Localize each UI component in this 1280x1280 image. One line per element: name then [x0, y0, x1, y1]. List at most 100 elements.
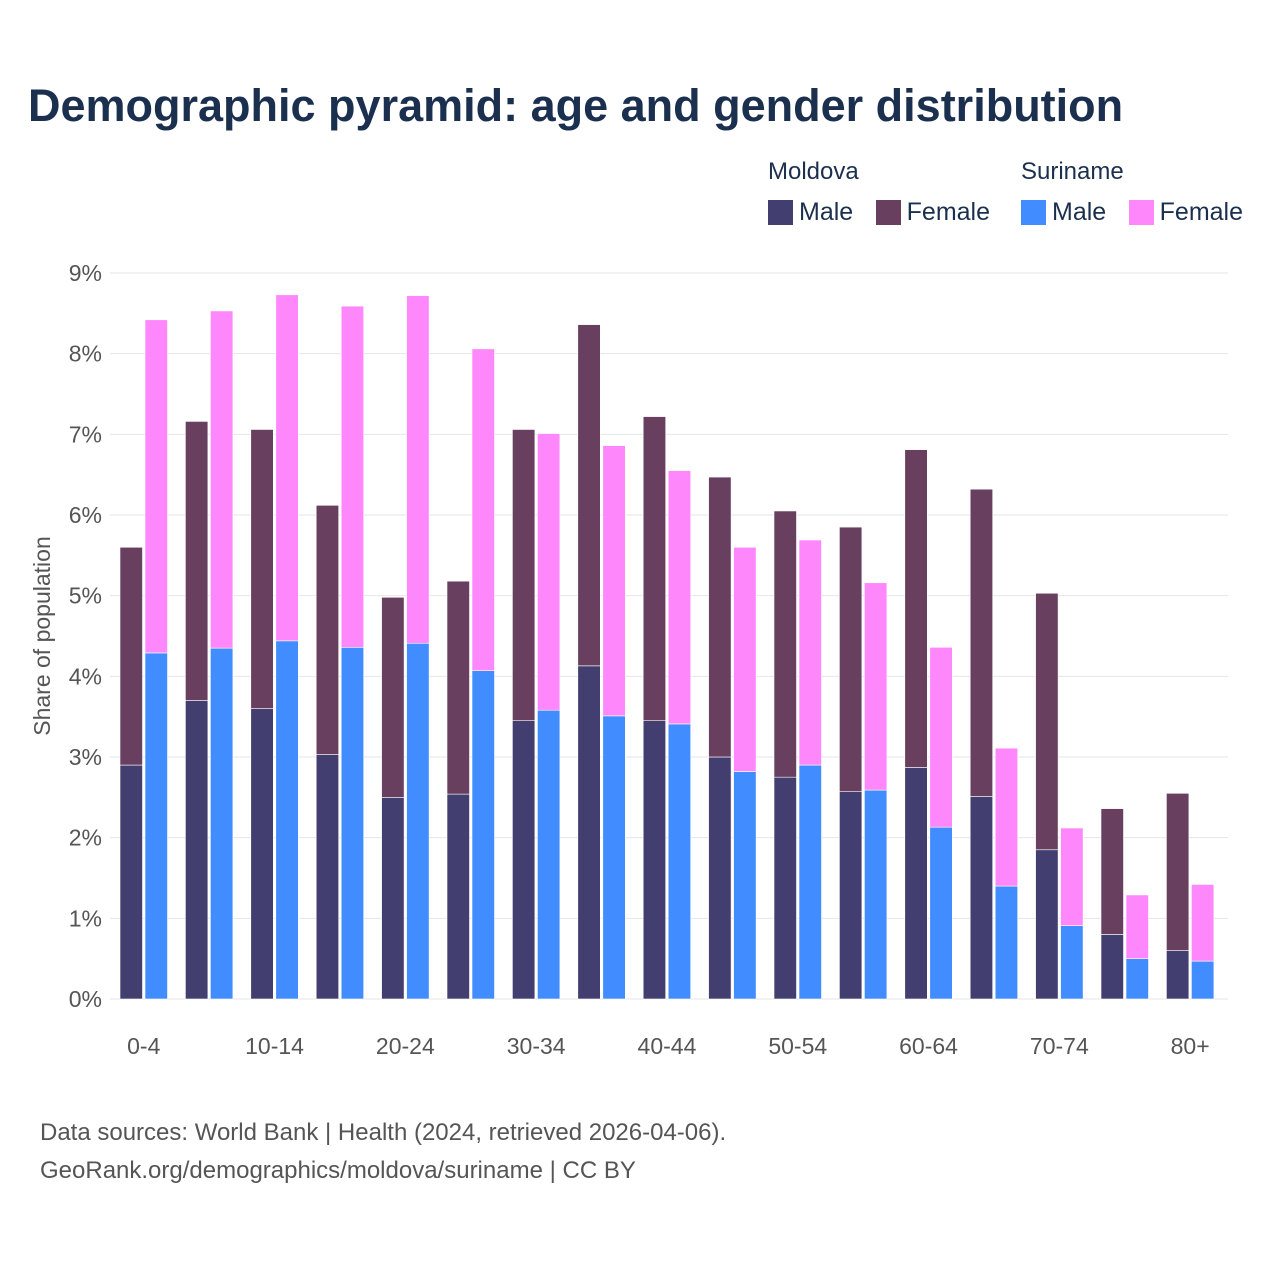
legend-item-label: Female — [906, 198, 991, 226]
bar-moldova-male-65-69[interactable]: Moldova Male 65-69: 2.51% — [969, 796, 994, 1000]
bar-suriname-male-15-19[interactable]: Suriname Male 15-19: 4.36% — [340, 646, 365, 1000]
bar-moldova-female-20-24[interactable]: Moldova Female 20-24: 2.48% — [381, 596, 405, 798]
bar-moldova-male-15-19[interactable]: Moldova Male 15-19: 3.03% — [315, 754, 340, 1000]
bar-suriname-male-75-79[interactable]: Suriname Male 75-79: 0.5% — [1125, 958, 1149, 1000]
source-url[interactable]: GeoRank.org/demographics/moldova/surinam… — [40, 1157, 636, 1184]
legend-item-moldova-male[interactable]: Male — [768, 198, 853, 227]
bar-moldova-male-40-44[interactable]: Moldova Male 40-44: 3.45% — [642, 720, 667, 1000]
bar-suriname-male-30-34[interactable]: Suriname Male 30-34: 3.58% — [537, 709, 561, 1000]
bar-moldova-female-45-49[interactable]: Moldova Female 45-49: 3.47% — [708, 476, 732, 758]
y-tick-label: 3% — [69, 744, 102, 770]
bar-suriname-male-40-44[interactable]: Suriname Male 40-44: 3.41% — [667, 723, 692, 1000]
bar-moldova-male-0-4[interactable]: Moldova Male 0-4: 2.9% — [119, 764, 143, 1000]
bar-suriname-male-0-4[interactable]: Suriname Male 0-4: 4.29% — [144, 652, 168, 1000]
bar-moldova-female-15-19[interactable]: Moldova Female 15-19: 3.09% — [315, 505, 340, 755]
bar-suriname-female-30-34[interactable]: Suriname Female 30-34: 3.43% — [537, 433, 561, 711]
bar-suriname-male-35-39[interactable]: Suriname Male 35-39: 3.51% — [602, 715, 626, 1000]
bar-moldova-male-50-54[interactable]: Moldova Male 50-54: 2.75% — [773, 776, 797, 1000]
bar-suriname-female-15-19[interactable]: Suriname Female 15-19: 4.23% — [340, 305, 365, 648]
x-tick-label: 70-74 — [1030, 1033, 1089, 1059]
legend-item-suriname-male[interactable]: Male — [1021, 198, 1106, 227]
bar-moldova-female-40-44[interactable]: Moldova Female 40-44: 3.77% — [642, 416, 667, 722]
x-tick-label: 0-4 — [127, 1033, 160, 1059]
bar-moldova-male-55-59[interactable]: Moldova Male 55-59: 2.57% — [839, 791, 863, 1000]
legend-item-suriname-female[interactable]: Female — [1128, 198, 1244, 227]
x-axis-ticks: 0-4 10-14 20-24 30-34 40-44 50-54 60-64 70-74 80… — [127, 1033, 1210, 1059]
bar-suriname-male-50-54[interactable]: Suriname Male 50-54: 2.9% — [798, 764, 822, 1000]
legend-item-moldova-female[interactable]: Female — [875, 198, 991, 227]
bar-moldova-male-70-74[interactable]: Moldova Male 70-74: 1.85% — [1035, 849, 1059, 1000]
bar-suriname-female-45-49[interactable]: Suriname Female 45-49: 2.78% — [733, 546, 757, 772]
bar-moldova-female-80+[interactable]: Moldova Female 80+: 1.95% — [1166, 792, 1190, 951]
bar-moldova-female-25-29[interactable]: Moldova Female 25-29: 2.64% — [446, 580, 470, 795]
bar-moldova-female-10-14[interactable]: Moldova Female 10-14: 3.46% — [250, 429, 274, 709]
bar-suriname-male-20-24[interactable]: Suriname Male 20-24: 4.41% — [406, 642, 430, 1000]
bar-suriname-female-5-9[interactable]: Suriname Female 5-9: 4.18% — [210, 310, 234, 649]
bar-suriname-female-50-54[interactable]: Suriname Female 50-54: 2.79% — [798, 539, 822, 766]
legend-group-title: Moldova — [768, 158, 859, 185]
y-tick-label: 2% — [69, 825, 102, 851]
bar-moldova-female-60-64[interactable]: Moldova Female 60-64: 3.94% — [904, 449, 928, 768]
bar-moldova-male-5-9[interactable]: Moldova Male 5-9: 3.7% — [185, 700, 209, 1000]
bar-suriname-male-60-64[interactable]: Suriname Male 60-64: 2.13% — [929, 826, 953, 1000]
footer: Data sources: World Bank | Health (2024,… — [40, 1114, 726, 1190]
x-tick-label: 10-14 — [245, 1033, 304, 1059]
x-tick-label: 20-24 — [376, 1033, 435, 1059]
x-tick-label: 30-34 — [507, 1033, 566, 1059]
bar-suriname-female-35-39[interactable]: Suriname Female 35-39: 3.35% — [602, 445, 626, 717]
bar-suriname-male-5-9[interactable]: Suriname Male 5-9: 4.35% — [210, 647, 234, 1000]
x-tick-label: 50-54 — [768, 1033, 827, 1059]
bar-moldova-female-70-74[interactable]: Moldova Female 70-74: 3.18% — [1035, 592, 1059, 851]
x-tick-label: 60-64 — [899, 1033, 958, 1059]
bar-moldova-male-60-64[interactable]: Moldova Male 60-64: 2.87% — [904, 767, 928, 1000]
bar-moldova-male-35-39[interactable]: Moldova Male 35-39: 4.13% — [577, 665, 601, 1000]
bar-moldova-male-20-24[interactable]: Moldova Male 20-24: 2.5% — [381, 797, 405, 1000]
bar-suriname-female-20-24[interactable]: Suriname Female 20-24: 4.31% — [406, 295, 430, 644]
data-source-note: Data sources: World Bank | Health (2024,… — [40, 1119, 727, 1146]
legend-group-title: Suriname — [1021, 158, 1124, 185]
bar-moldova-male-75-79[interactable]: Moldova Male 75-79: 0.8% — [1100, 934, 1124, 1000]
bar-suriname-female-0-4[interactable]: Suriname Female 0-4: 4.13% — [144, 319, 168, 654]
bar-suriname-female-80+[interactable]: Suriname Female 80+: 0.95% — [1191, 884, 1215, 962]
bar-suriname-male-80+[interactable]: Suriname Male 80+: 0.47% — [1191, 960, 1215, 1000]
bar-suriname-male-70-74[interactable]: Suriname Male 70-74: 0.91% — [1060, 925, 1084, 1000]
bar-suriname-male-10-14[interactable]: Suriname Male 10-14: 4.44% — [275, 640, 299, 1000]
bar-moldova-female-35-39[interactable]: Moldova Female 35-39: 4.23% — [577, 324, 601, 667]
bar-suriname-female-25-29[interactable]: Suriname Female 25-29: 3.99% — [471, 348, 495, 671]
bar-moldova-female-30-34[interactable]: Moldova Female 30-34: 3.61% — [512, 429, 536, 722]
legend-item-label: Male — [1052, 198, 1107, 226]
bar-suriname-female-75-79[interactable]: Suriname Female 75-79: 0.79% — [1125, 894, 1149, 959]
bar-suriname-female-55-59[interactable]: Suriname Female 55-59: 2.57% — [864, 582, 888, 791]
legend-group-suriname: Suriname Male Female — [1021, 156, 1243, 226]
bar-suriname-female-60-64[interactable]: Suriname Female 60-64: 2.23% — [929, 646, 953, 828]
bar-suriname-female-40-44[interactable]: Suriname Female 40-44: 3.14% — [667, 470, 692, 725]
bar-moldova-female-55-59[interactable]: Moldova Female 55-59: 3.28% — [839, 526, 863, 792]
bar-suriname-male-55-59[interactable]: Suriname Male 55-59: 2.59% — [864, 789, 888, 1000]
bar-suriname-female-70-74[interactable]: Suriname Female 70-74: 1.21% — [1060, 827, 1084, 926]
bar-moldova-female-50-54[interactable]: Moldova Female 50-54: 3.3% — [773, 510, 797, 778]
bar-moldova-female-75-79[interactable]: Moldova Female 75-79: 1.56% — [1100, 808, 1124, 935]
bar-suriname-male-65-69[interactable]: Suriname Male 65-69: 1.4% — [994, 885, 1019, 1000]
bar-suriname-female-10-14[interactable]: Suriname Female 10-14: 4.29% — [275, 294, 299, 642]
bar-moldova-male-10-14[interactable]: Moldova Male 10-14: 3.6% — [250, 708, 274, 1000]
bar-moldova-female-0-4[interactable]: Moldova Female 0-4: 2.7% — [119, 546, 143, 766]
bar-moldova-female-65-69[interactable]: Moldova Female 65-69: 3.81% — [969, 488, 994, 797]
bar-suriname-male-25-29[interactable]: Suriname Male 25-29: 4.07% — [471, 670, 495, 1000]
y-axis-ticks: 0% 1% 2% 3% 4% 5% 6% 7% 8% 9% — [69, 260, 102, 1012]
bars: Moldova Male 0-4: 2.9%Moldova Female 0-4… — [119, 294, 1215, 1000]
y-tick-label: 0% — [69, 986, 102, 1012]
bar-moldova-male-30-34[interactable]: Moldova Male 30-34: 3.45% — [512, 720, 536, 1000]
bar-moldova-male-45-49[interactable]: Moldova Male 45-49: 3% — [708, 756, 732, 1000]
bar-moldova-male-25-29[interactable]: Moldova Male 25-29: 2.54% — [446, 793, 470, 1000]
legend-item-label: Female — [1159, 198, 1244, 226]
bar-moldova-male-80+[interactable]: Moldova Male 80+: 0.6% — [1166, 950, 1190, 1000]
y-axis-title: Share of population — [29, 536, 55, 736]
x-tick-label: 80+ — [1171, 1033, 1210, 1059]
bar-moldova-female-5-9[interactable]: Moldova Female 5-9: 3.46% — [185, 421, 209, 701]
bar-suriname-female-65-69[interactable]: Suriname Female 65-69: 1.71% — [994, 747, 1019, 887]
legend-swatch — [875, 200, 901, 225]
legend-swatch — [768, 200, 793, 225]
y-tick-label: 8% — [69, 341, 102, 367]
bar-suriname-male-45-49[interactable]: Suriname Male 45-49: 2.82% — [733, 771, 757, 1000]
